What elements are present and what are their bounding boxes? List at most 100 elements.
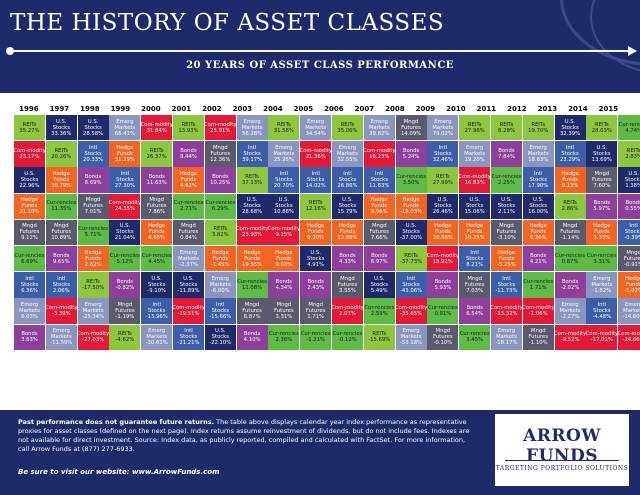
asset-cell: Bonds 3.63% xyxy=(14,324,45,350)
header-banner: THE HISTORY OF ASSET CLASSES 20 YEARS OF… xyxy=(0,0,640,93)
asset-name: U.S. xyxy=(55,118,67,125)
asset-name: Funds xyxy=(276,255,292,262)
asset-return: -3.39% xyxy=(51,311,71,317)
asset-name: Markets xyxy=(19,308,40,314)
asset-cell: REITs 12.16% xyxy=(300,193,332,219)
asset-name: Futures xyxy=(242,308,262,314)
asset-return: 3.55% xyxy=(339,287,356,294)
year-column: REITs 13.93% Bonds 8.44% Hedge Funds 4.62% Cur-… xyxy=(172,115,205,351)
asset-name: Markets xyxy=(82,308,104,314)
asset-return: 3.31% xyxy=(275,314,293,320)
asset-return: -3.10% xyxy=(497,235,516,242)
year-header: 1997 xyxy=(49,105,70,113)
asset-name: Funds xyxy=(562,177,578,184)
asset-name: Cur-rencies xyxy=(555,252,585,259)
asset-name: Hedge xyxy=(211,249,229,256)
asset-return: 4.33% xyxy=(339,258,356,265)
asset-cell: Bonds -0.82% xyxy=(109,272,141,298)
year-header: 1996 xyxy=(19,105,39,113)
asset-name: Bonds xyxy=(402,147,420,154)
asset-name: Funds xyxy=(403,203,419,210)
asset-return: -53.18% xyxy=(400,340,423,347)
asset-cell: U.S. Stocks 26.46% xyxy=(427,193,459,219)
asset-name: Futures xyxy=(433,334,453,341)
asset-name: Stocks xyxy=(529,203,547,210)
asset-cell: REITs -4.62% xyxy=(109,324,141,350)
asset-return: -9.52% xyxy=(560,337,580,344)
asset-cell: Mngd Futures -1.19% xyxy=(109,298,141,324)
asset-name: Intl xyxy=(88,144,98,151)
asset-cell: U.S. Stocks 22.96% xyxy=(14,167,45,193)
asset-cell: Hedge Funds -19.03% xyxy=(395,193,427,219)
asset-name: Com-modity xyxy=(267,226,301,233)
asset-cell: Com-modity 16.23% xyxy=(363,141,396,167)
asset-return: 27.96% xyxy=(464,127,485,134)
year-header: 2000 xyxy=(141,105,161,113)
asset-return: -15.66% xyxy=(209,314,232,320)
asset-name: Hedge xyxy=(466,223,484,230)
asset-name: Stocks xyxy=(529,177,547,184)
asset-return: -11.89% xyxy=(177,287,200,294)
asset-cell: Cur-rencies 2.25% xyxy=(490,167,522,193)
asset-name: Bonds xyxy=(561,278,579,285)
asset-return: 25.95% xyxy=(273,156,294,163)
asset-cell: Emerg Markets -30.61% xyxy=(141,324,173,350)
asset-cell: Bonds 2.43% xyxy=(300,272,332,298)
asset-name: Hedge xyxy=(593,223,611,230)
asset-cell: Intl Stocks 32.46% xyxy=(427,141,459,167)
asset-return: 2.83% xyxy=(625,153,640,160)
asset-return: -17.01% xyxy=(590,337,613,344)
asset-cell: U.S. Stocks 21.04% xyxy=(109,219,141,246)
asset-name: Bonds xyxy=(371,252,388,259)
disclaimer: Past performance does not guarantee futu… xyxy=(18,418,473,454)
asset-name: Funds xyxy=(117,150,133,157)
asset-name: Stocks xyxy=(179,334,198,341)
asset-name: Mngd xyxy=(467,275,482,282)
asset-cell: Cur-rencies 2.71% xyxy=(172,193,204,219)
asset-name: Stocks xyxy=(147,308,166,314)
asset-return: 34.54% xyxy=(305,130,326,137)
asset-name: Cur-rencies xyxy=(268,331,299,338)
asset-return: 1.71% xyxy=(529,284,547,291)
asset-name: Stocks xyxy=(338,203,357,210)
asset-name: Funds xyxy=(339,229,356,236)
year-header: 2008 xyxy=(385,105,405,113)
asset-name: Funds xyxy=(53,177,70,184)
asset-name: Com-modity xyxy=(394,305,428,311)
asset-name: Futures xyxy=(146,203,167,210)
asset-return: 17.90% xyxy=(528,183,549,190)
asset-cell: Mngd Futures 14.09% xyxy=(395,115,427,141)
asset-cell: Intl Stocks -15.66% xyxy=(204,298,236,324)
asset-name: Intl xyxy=(343,171,352,178)
asset-return: -30.61% xyxy=(145,340,168,347)
asset-cell: Cur-rencies 1.71% xyxy=(522,272,554,298)
asset-cell: U.S. Stocks 16.00% xyxy=(522,193,554,219)
asset-cell: U.S. Stocks 15.06% xyxy=(459,193,491,219)
asset-name: Bonds xyxy=(53,252,70,259)
asset-cell: Cur-rencies 3.31% xyxy=(586,245,618,272)
asset-return: 7.03% xyxy=(466,287,484,294)
asset-name: Bonds xyxy=(21,331,38,338)
asset-return: 15.06% xyxy=(464,209,485,216)
asset-name: Intl xyxy=(470,249,479,256)
year-column: Mngd Futures 14.09% Bonds 5.24% Cur-rencies 3.… xyxy=(394,115,428,351)
website-link[interactable]: Be sure to visit our website: www.ArrowF… xyxy=(18,468,220,476)
asset-return: 16.00% xyxy=(528,209,549,216)
asset-return: 14.09% xyxy=(400,130,422,137)
asset-cell: Intl Stocks 26.86% xyxy=(331,167,363,193)
asset-cell: Hedge Funds 9.03% xyxy=(268,245,300,272)
asset-name: REITs xyxy=(372,331,387,338)
asset-cell: Hedge Funds 19.98% xyxy=(427,219,459,246)
asset-cell: Emerg Markets -6.00% xyxy=(204,272,236,298)
asset-return: 7.86% xyxy=(148,209,166,216)
asset-return: 2.43% xyxy=(307,284,325,291)
asset-return: -0.12% xyxy=(338,337,357,344)
asset-name: Emerg xyxy=(179,249,198,256)
asset-name: Funds xyxy=(307,229,324,236)
asset-name: Stocks xyxy=(306,177,325,184)
year-header: 2001 xyxy=(171,105,192,113)
asset-return: -19.03% xyxy=(400,209,423,216)
asset-name: REITs xyxy=(22,121,37,128)
